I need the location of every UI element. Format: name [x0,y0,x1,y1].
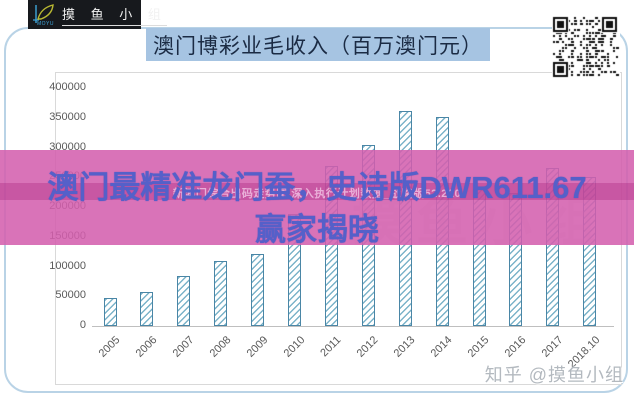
y-axis-label: 100000 [49,259,86,272]
logo-brand-text: MOYU [37,21,54,27]
y-axis-label: 350000 [49,110,86,123]
y-axis-label: 400000 [49,81,86,93]
bar-2009 [251,254,265,326]
y-axis-label: 50000 [55,289,86,302]
bar-2006 [140,291,154,326]
logo-badge: MOYU 摸 鱼 小 组 [28,0,167,29]
promo-overlay-banner: 新澳门综合出码走势图,深入执行计划数据_战略版52.220 澳门最精准龙门蚕，史… [0,150,634,247]
promo-headline-line1: 澳门最精准龙门蚕，史诗版DWR611.67 [47,170,587,205]
zhihu-watermark: 知乎 @摸鱼小组 [484,365,624,385]
y-axis-label: 300000 [49,140,86,153]
promo-strip-text: 新澳门综合出码走势图,深入执行计划数据_战略版52.220 [172,188,462,200]
promo-headline-line2: 赢家揭晓 [255,212,379,247]
x-axis-line [92,326,614,327]
bar-2008 [214,260,228,326]
bar-2007 [177,276,191,326]
promo-strip [0,183,634,200]
chart-title: 澳门博彩业毛收入（百万澳门元） [146,28,490,61]
y-axis-label: 0 [79,319,86,331]
qr-code [552,16,620,80]
fish-logo-icon [32,2,56,28]
logo-name-text: 摸 鱼 小 组 [62,4,167,26]
bar-2005 [103,298,117,326]
